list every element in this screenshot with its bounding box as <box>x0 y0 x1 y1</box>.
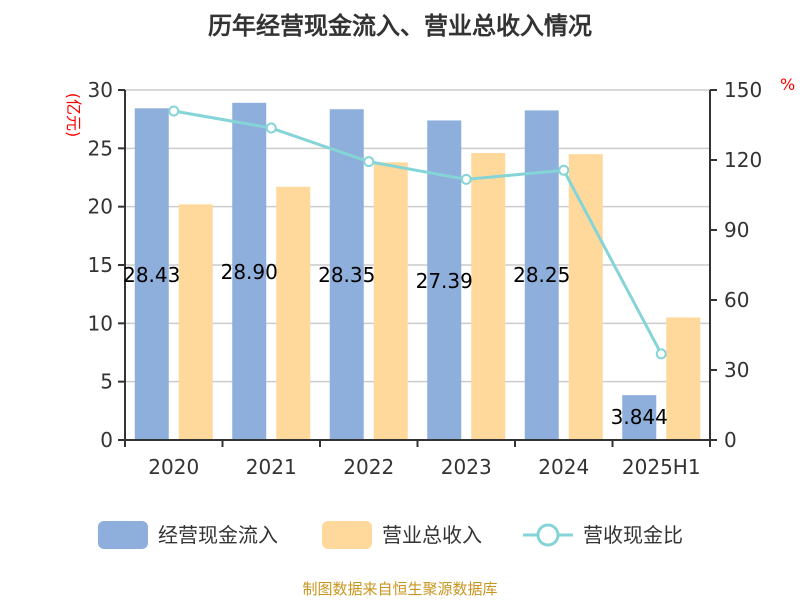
x-tick-label: 2020 <box>148 455 199 479</box>
legend-label: 营业总收入 <box>382 523 482 547</box>
data-label: 28.35 <box>318 263 375 287</box>
y-left-tick-label: 0 <box>100 428 113 452</box>
line-point <box>363 156 375 168</box>
line-point <box>460 173 472 185</box>
bar-revenue <box>276 186 311 440</box>
legend-swatch-cash-inflow <box>98 521 148 549</box>
x-tick-label: 2024 <box>538 455 589 479</box>
data-label: 28.90 <box>221 260 278 284</box>
y-right-tick-label: 150 <box>724 78 762 102</box>
y-left-axis-label: (亿元) <box>64 93 83 138</box>
line-point <box>558 164 570 176</box>
legend-swatch-ratio-marker <box>536 523 560 547</box>
line-point <box>265 122 277 134</box>
source-note: 制图数据来自恒生聚源数据库 <box>302 580 498 598</box>
x-tick-label: 2021 <box>246 455 297 479</box>
x-tick-label: 2022 <box>343 455 394 479</box>
bar-cash-inflow <box>524 110 559 441</box>
bar-cash-inflow <box>329 109 364 440</box>
y-right-tick-label: 60 <box>724 288 749 312</box>
y-right-axis-label: % <box>780 75 795 94</box>
line-cash-revenue-ratio <box>173 109 663 355</box>
y-left-tick-label: 25 <box>88 136 113 160</box>
data-label: 28.25 <box>513 263 570 287</box>
bar-cash-inflow <box>232 102 267 440</box>
y-left-tick-label: 20 <box>88 195 113 219</box>
y-right-tick-label: 90 <box>724 218 749 242</box>
line-point <box>168 105 180 117</box>
legend-swatch-revenue <box>322 521 372 549</box>
legend-label: 经营现金流入 <box>158 523 278 547</box>
chart-title: 历年经营现金流入、营业总收入情况 <box>208 12 592 40</box>
y-right-tick-label: 120 <box>724 148 762 172</box>
legend-label: 营收现金比 <box>583 523 683 547</box>
bar-revenue <box>178 204 213 440</box>
y-left-tick-label: 30 <box>88 78 113 102</box>
y-left-tick-label: 5 <box>100 370 113 394</box>
line-point <box>655 348 667 360</box>
y-right-tick-label: 30 <box>724 358 749 382</box>
data-label: 28.43 <box>123 263 180 287</box>
bar-cash-inflow <box>622 395 657 440</box>
bar-revenue <box>568 154 603 440</box>
bar-revenue <box>471 153 506 440</box>
y-right-tick-label: 0 <box>724 428 737 452</box>
bar-revenue <box>666 317 701 440</box>
data-label: 3.844 <box>611 405 668 429</box>
y-left-tick-label: 10 <box>88 311 113 335</box>
y-left-tick-label: 15 <box>88 253 113 277</box>
bar-revenue <box>373 162 408 441</box>
x-tick-label: 2025H1 <box>622 455 701 479</box>
bar-cash-inflow <box>134 108 169 441</box>
data-label: 27.39 <box>416 269 473 293</box>
x-tick-label: 2023 <box>441 455 492 479</box>
